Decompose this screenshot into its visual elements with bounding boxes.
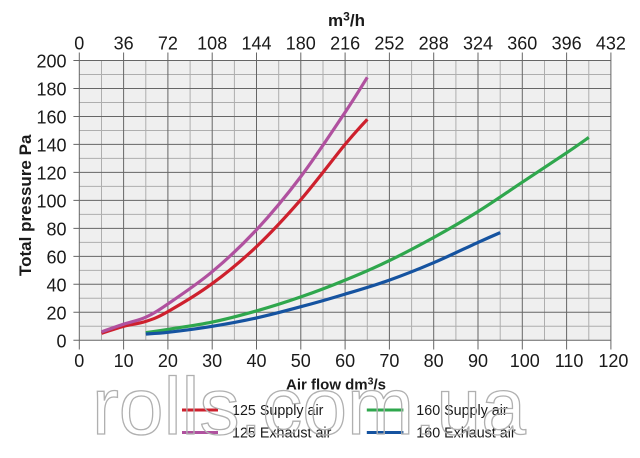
svg-text:120: 120 xyxy=(36,163,66,183)
svg-text:396: 396 xyxy=(552,33,582,53)
svg-text:110: 110 xyxy=(555,351,584,371)
svg-text:125 Supply air: 125 Supply air xyxy=(232,403,324,419)
svg-text:160: 160 xyxy=(36,108,66,128)
svg-text:Air flow dm3/s: Air flow dm3/s xyxy=(286,375,386,393)
svg-text:m3/h: m3/h xyxy=(328,10,365,31)
svg-text:Total pressure Pa: Total pressure Pa xyxy=(16,134,35,276)
svg-text:100: 100 xyxy=(510,351,540,371)
svg-text:20: 20 xyxy=(46,303,66,323)
svg-text:140: 140 xyxy=(36,135,66,155)
svg-text:180: 180 xyxy=(286,33,316,53)
svg-text:360: 360 xyxy=(507,33,537,53)
svg-text:70: 70 xyxy=(379,351,399,371)
svg-text:288: 288 xyxy=(419,33,449,53)
svg-text:30: 30 xyxy=(202,351,222,371)
svg-text:180: 180 xyxy=(36,80,66,100)
svg-text:432: 432 xyxy=(596,33,626,53)
svg-text:324: 324 xyxy=(463,33,493,53)
svg-text:60: 60 xyxy=(46,247,66,267)
svg-text:0: 0 xyxy=(74,33,84,53)
svg-text:40: 40 xyxy=(246,351,266,371)
svg-text:252: 252 xyxy=(374,33,404,53)
svg-text:72: 72 xyxy=(158,33,178,53)
svg-text:216: 216 xyxy=(330,33,360,53)
svg-text:108: 108 xyxy=(197,33,227,53)
svg-text:80: 80 xyxy=(46,219,66,239)
svg-text:90: 90 xyxy=(468,351,488,371)
svg-text:0: 0 xyxy=(56,331,66,351)
svg-text:80: 80 xyxy=(424,351,444,371)
svg-text:10: 10 xyxy=(114,351,134,371)
svg-text:0: 0 xyxy=(74,351,84,371)
svg-text:36: 36 xyxy=(114,33,134,53)
svg-text:160 Exhaust air: 160 Exhaust air xyxy=(416,426,516,442)
svg-text:20: 20 xyxy=(158,351,178,371)
svg-text:40: 40 xyxy=(46,275,66,295)
svg-text:160 Supply air: 160 Supply air xyxy=(416,403,508,419)
svg-text:125 Exhaust air: 125 Exhaust air xyxy=(232,426,332,442)
svg-text:200: 200 xyxy=(36,52,66,72)
svg-text:100: 100 xyxy=(36,191,66,211)
svg-text:144: 144 xyxy=(241,33,271,53)
svg-text:120: 120 xyxy=(598,351,628,371)
svg-text:rolls.com.ua: rolls.com.ua xyxy=(92,362,526,452)
svg-text:60: 60 xyxy=(335,351,355,371)
svg-text:50: 50 xyxy=(291,351,311,371)
